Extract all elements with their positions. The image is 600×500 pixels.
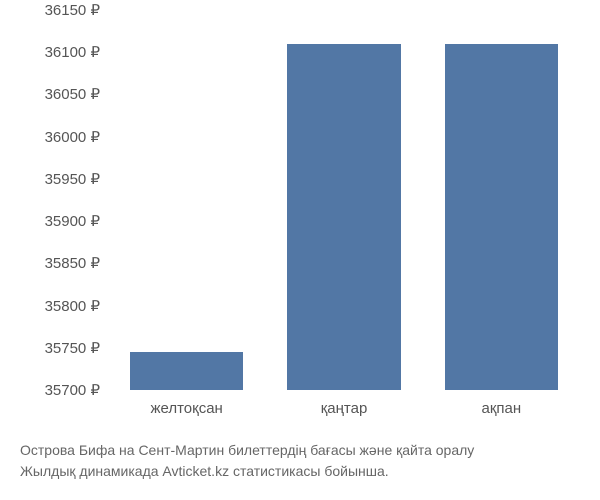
y-tick-label: 35700 ₽ [45,381,100,399]
y-tick-label: 36050 ₽ [45,85,100,103]
price-chart: 35700 ₽ 35750 ₽ 35800 ₽ 35850 ₽ 35900 ₽ 35950… [20,10,580,430]
chart-caption: Острова Бифа на Сент-Мартин билеттердің … [20,440,474,482]
x-tick-label: желтоқсан [150,400,222,417]
y-tick-label: 35800 ₽ [45,297,100,315]
plot-area [108,10,580,390]
y-tick-label: 36000 ₽ [45,128,100,146]
y-tick-label: 35900 ₽ [45,212,100,230]
caption-line-2: Жылдық динамикада Avticket.kz статистика… [20,461,474,482]
caption-line-1: Острова Бифа на Сент-Мартин билеттердің … [20,440,474,461]
y-tick-label: 36150 ₽ [45,1,100,19]
y-axis: 35700 ₽35750 ₽35800 ₽35850 ₽35900 ₽35950… [20,10,100,390]
bar [445,44,558,390]
x-tick-label: қаңтар [321,400,368,417]
y-tick-label: 35750 ₽ [45,339,100,357]
y-tick-label: 36100 ₽ [45,43,100,61]
x-tick-label: ақпан [482,400,522,417]
bar [130,352,243,390]
x-axis: желтоқсан қаңтар ақпан [108,400,580,430]
y-tick-label: 35950 ₽ [45,170,100,188]
y-tick-label: 35850 ₽ [45,254,100,272]
bar [287,44,400,390]
